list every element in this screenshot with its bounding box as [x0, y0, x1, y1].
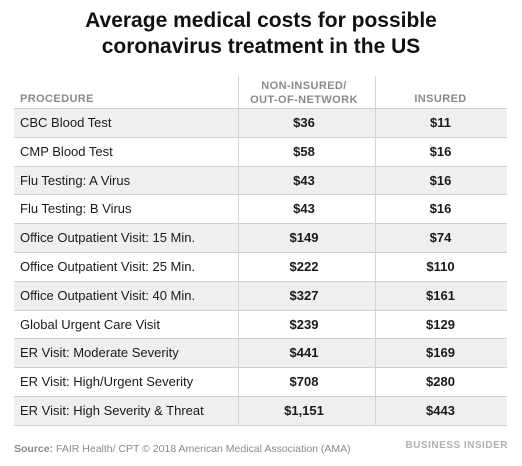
- insured-cost-cell: $16: [429, 172, 452, 188]
- table-row: Flu Testing: A Virus $43 $16: [14, 166, 507, 195]
- chart-title: Average medical costs for possible coron…: [0, 8, 522, 60]
- column-divider: [238, 76, 239, 425]
- column-header-non-insured-line-1: NON-INSURED/: [261, 80, 347, 92]
- non-insured-cost-cell: $43: [293, 172, 315, 188]
- non-insured-cost-cell: $43: [293, 201, 315, 217]
- table-row: ER Visit: Moderate Severity $441 $169: [14, 339, 507, 368]
- title-line-2: coronavirus treatment in the US: [101, 35, 421, 58]
- insured-cost-cell: $16: [429, 143, 452, 159]
- non-insured-cost-cell: $36: [293, 115, 315, 130]
- procedure-cell: CMP Blood Test: [20, 143, 113, 159]
- table-row: ER Visit: High Severity & Threat $1,151 $4…: [14, 397, 507, 425]
- procedure-cell: Office Outpatient Visit: 25 Min.: [20, 259, 196, 274]
- row-divider: [14, 252, 507, 253]
- row-divider: [14, 424, 507, 426]
- column-header-insured: INSURED: [414, 93, 467, 105]
- procedure-cell: Office Outpatient Visit: 40 Min.: [20, 287, 196, 303]
- source-label: Source:: [14, 443, 54, 455]
- row-divider: [14, 367, 507, 369]
- insured-cost-cell: $16: [429, 201, 452, 217]
- insured-cost-cell: $129: [426, 316, 455, 332]
- column-divider: [375, 76, 376, 425]
- table-row: Office Outpatient Visit: 15 Min. $149 $74: [14, 224, 507, 253]
- brand-watermark: BUSINESS INSIDER: [405, 440, 508, 451]
- non-insured-cost-cell: $441: [289, 345, 319, 361]
- row-divider: [14, 165, 507, 167]
- table-row: Office Outpatient Visit: 25 Min. $222 $110: [14, 253, 507, 281]
- row-divider: [14, 223, 507, 225]
- procedure-cell: Flu Testing: B Virus: [20, 201, 132, 217]
- title-line-1: Average medical costs for possible: [85, 9, 437, 32]
- column-header-non-insured-line-2: OUT-OF-NETWORK: [250, 94, 358, 106]
- row-divider: [14, 338, 507, 340]
- insured-cost-cell: $11: [430, 115, 451, 130]
- source-text: FAIR Health/ CPT © 2018 American Medical…: [53, 443, 351, 455]
- row-divider: [14, 194, 507, 196]
- non-insured-cost-cell: $149: [289, 230, 319, 246]
- insured-cost-cell: $74: [429, 230, 452, 246]
- column-header-non-insured: NON-INSURED/ OUT-OF-NETWORK: [238, 79, 370, 107]
- row-divider: [14, 136, 507, 138]
- non-insured-cost-cell: $58: [293, 143, 315, 159]
- row-divider: [14, 396, 507, 397]
- procedure-cell: ER Visit: Moderate Severity: [20, 345, 179, 361]
- insured-cost-cell: $161: [426, 287, 455, 303]
- table-row: Office Outpatient Visit: 40 Min. $327 $161: [14, 281, 507, 310]
- table-row: Flu Testing: B Virus $43 $16: [14, 195, 507, 223]
- source-note: Source: FAIR Health/ CPT © 2018 American…: [14, 443, 351, 455]
- table-row: Global Urgent Care Visit $239 $129: [14, 311, 507, 339]
- procedure-cell: ER Visit: High Severity & Threat: [20, 403, 204, 418]
- insured-cost-cell: $169: [426, 345, 455, 361]
- table-row: CBC Blood Test $36 $11: [14, 109, 507, 137]
- table-row: CMP Blood Test $58 $16: [14, 138, 507, 166]
- non-insured-cost-cell: $239: [289, 316, 319, 332]
- row-divider: [14, 309, 507, 311]
- non-insured-cost-cell: $222: [289, 259, 319, 274]
- non-insured-cost-cell: $327: [289, 287, 319, 303]
- procedure-cell: Global Urgent Care Visit: [20, 316, 160, 332]
- insured-cost-cell: $443: [426, 403, 455, 418]
- procedure-cell: CBC Blood Test: [20, 115, 112, 130]
- procedure-cell: Flu Testing: A Virus: [20, 172, 131, 188]
- procedure-cell: ER Visit: High/Urgent Severity: [20, 374, 194, 390]
- insured-cost-cell: $110: [426, 259, 455, 274]
- table-row: ER Visit: High/Urgent Severity $708 $280: [14, 368, 507, 396]
- procedure-cell: Office Outpatient Visit: 15 Min.: [20, 230, 196, 246]
- insured-cost-cell: $280: [426, 374, 455, 390]
- row-divider: [14, 280, 507, 282]
- non-insured-cost-cell: $708: [289, 374, 319, 390]
- column-header-procedure: PROCEDURE: [20, 93, 94, 105]
- non-insured-cost-cell: $1,151: [284, 403, 324, 418]
- table-top-border: [14, 108, 507, 109]
